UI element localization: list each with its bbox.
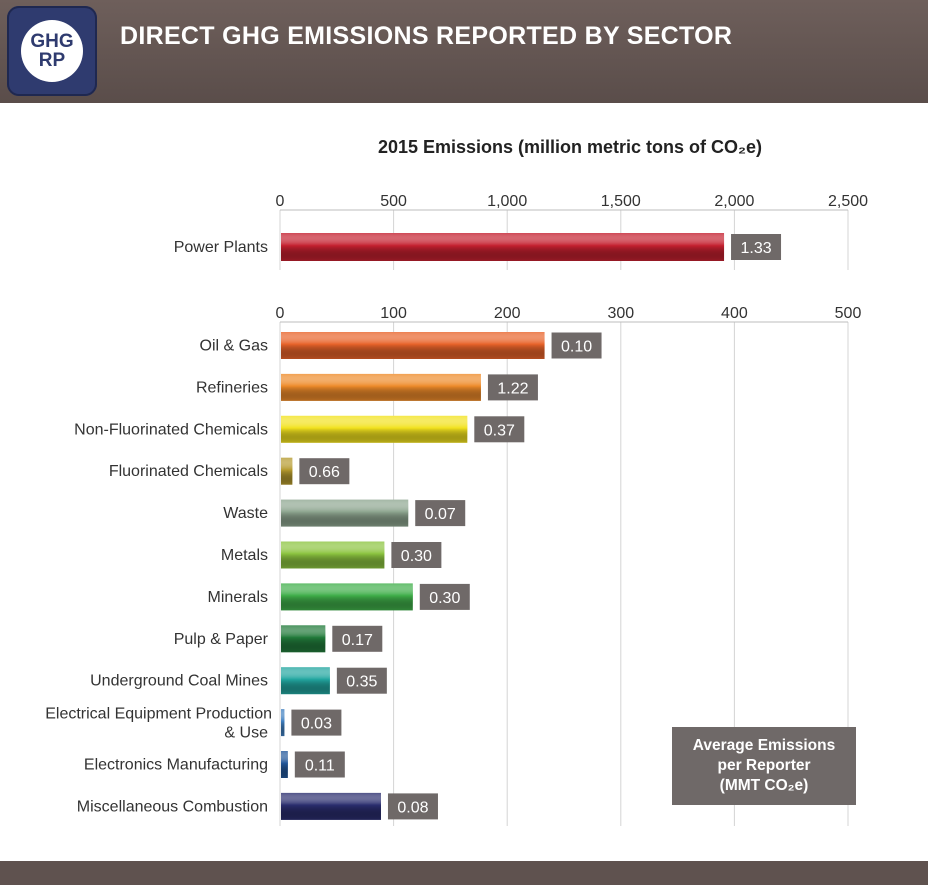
category-label: Underground Coal Mines [90, 673, 268, 690]
x-tick-label: 2,500 [828, 193, 868, 210]
category-label: Pulp & Paper [174, 631, 269, 648]
x-tick-label: 500 [380, 193, 407, 210]
legend-line3: (MMT CO₂e) [719, 777, 809, 794]
data-label-box [391, 542, 442, 568]
data-label-box [336, 667, 387, 694]
data-label-box [474, 416, 525, 443]
data-label: 0.03 [301, 716, 332, 733]
ghgrp-logo: GHG RP [7, 6, 97, 96]
x-tick-label: 300 [607, 305, 634, 322]
legend-line2: per Reporter [717, 757, 811, 774]
data-label: 0.07 [425, 506, 456, 523]
data-label-box [487, 374, 538, 401]
data-label-box [291, 709, 342, 736]
x-tick-label: 1,000 [487, 193, 527, 210]
bar-shading-refineries [281, 373, 481, 401]
x-tick-label: 200 [494, 305, 521, 322]
data-label: 1.33 [740, 240, 771, 257]
logo-text-line2: RP [38, 50, 66, 71]
bar-shading-underground-coal-mines [281, 667, 330, 695]
bar-shading-waste [281, 499, 409, 527]
header-bar: GHG RP DIRECT GHG EMISSIONS REPORTED BY … [0, 0, 928, 103]
category-label: Non-Fluorinated Chemicals [74, 421, 268, 438]
data-label: 0.10 [561, 339, 592, 356]
data-label: 1.22 [497, 380, 528, 397]
bar-shading-metals [281, 541, 385, 569]
data-label-box [731, 234, 782, 260]
bar-shading-oil-gas [281, 332, 545, 359]
category-label: Fluorinated Chemicals [109, 463, 268, 480]
legend-box: Average Emissions per Reporter (MMT CO₂e… [672, 727, 856, 805]
bar-shading-power-plants [281, 233, 725, 261]
category-label: Miscellaneous Combustion [77, 798, 268, 815]
bar-shading-pulp-paper [281, 625, 326, 653]
data-label-box [387, 793, 438, 820]
x-tick-label: 500 [835, 305, 862, 322]
category-label: Oil & Gas [200, 338, 268, 355]
data-label: 0.66 [309, 464, 340, 481]
x-tick-label: 0 [276, 305, 285, 322]
bar-shading-miscellaneous-combustion [281, 792, 381, 820]
data-label: 0.11 [305, 758, 335, 775]
data-label: 0.30 [429, 590, 460, 607]
data-label-box [299, 458, 350, 485]
x-tick-label: 0 [276, 193, 285, 210]
page-title: DIRECT GHG EMISSIONS REPORTED BY SECTOR [120, 22, 733, 50]
data-label-box [332, 625, 383, 652]
data-label: 0.08 [397, 799, 428, 816]
bar-shading-electrical-equipment-production-use [281, 709, 285, 737]
x-tick-label: 100 [380, 305, 407, 322]
chart-title: 2015 Emissions (million metric tons of C… [377, 137, 763, 157]
category-label: Power Plants [174, 239, 268, 256]
x-tick-label: 2,000 [714, 193, 754, 210]
data-label-box [415, 500, 466, 527]
data-label: 0.17 [342, 632, 373, 649]
footer-bar [0, 861, 928, 885]
category-label: Metals [221, 547, 268, 564]
category-label: Minerals [208, 589, 268, 606]
x-tick-label: 400 [721, 305, 748, 322]
bar-shading-electronics-manufacturing [281, 751, 288, 778]
data-label-box [294, 751, 345, 778]
logo-circle: GHG RP [21, 20, 83, 82]
bar-shading-minerals [281, 583, 413, 611]
category-label: Electronics Manufacturing [84, 757, 268, 774]
data-label-box [551, 332, 602, 359]
category-label: Refineries [196, 379, 268, 396]
x-tick-label: 1,500 [601, 193, 641, 210]
logo-text-line1: GHG [30, 31, 74, 52]
data-label: 0.35 [346, 674, 377, 691]
bar-shading-fluorinated-chemicals [281, 457, 293, 485]
legend-line1: Average Emissions [692, 737, 836, 754]
category-label: Electrical Equipment Production & Use [45, 706, 272, 742]
bar-shading-non-fluorinated-chemicals [281, 415, 468, 443]
data-label-box [419, 583, 470, 610]
category-label: Waste [223, 505, 268, 522]
data-label: 0.30 [401, 548, 432, 565]
data-label: 0.37 [484, 422, 515, 439]
